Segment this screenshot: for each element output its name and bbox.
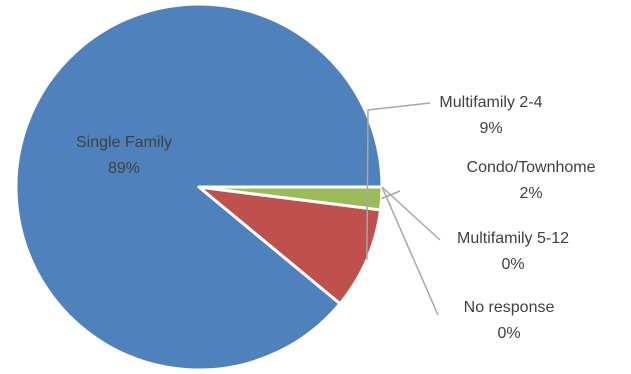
- leader-line-no-response: [381, 186, 439, 316]
- label-multifamily-5-12-name: Multifamily 5-12: [457, 230, 569, 247]
- leader-line-multifamily-5-12: [381, 186, 441, 241]
- leader-lines: [366, 102, 441, 316]
- pie-slices: [14, 2, 384, 372]
- label-single-family-pct: 89%: [108, 160, 140, 177]
- label-no-response-pct: 0%: [497, 325, 520, 342]
- label-condo-townhome-pct: 2%: [519, 185, 542, 202]
- label-multifamily-2-4-name: Multifamily 2-4: [439, 94, 542, 111]
- label-single-family-name: Single Family: [76, 134, 172, 151]
- label-multifamily-2-4-pct: 9%: [479, 120, 502, 137]
- label-multifamily-5-12-pct: 0%: [501, 256, 524, 273]
- leader-line-multifamily-2-4: [366, 102, 431, 260]
- label-condo-townhome-name: Condo/Townhome: [467, 159, 596, 176]
- label-no-response-name: No response: [464, 299, 555, 316]
